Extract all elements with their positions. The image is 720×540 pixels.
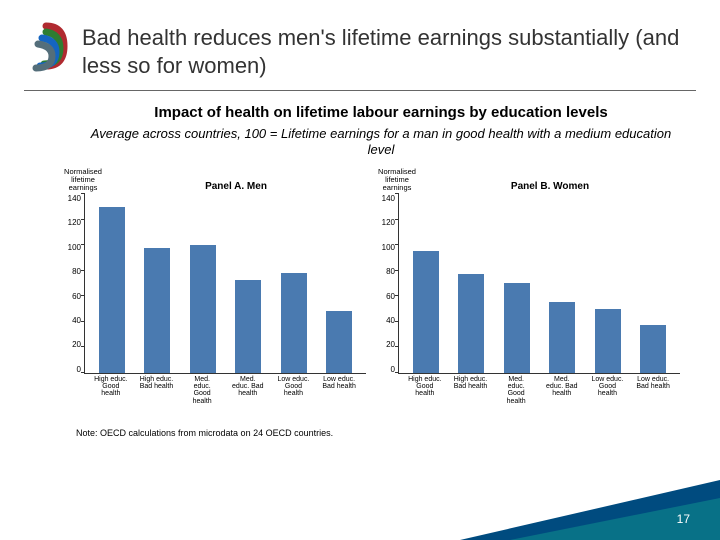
bar (549, 302, 575, 372)
x-axis: High educ. Good health High educ. Bad hea… (398, 374, 680, 405)
bar (458, 274, 484, 372)
bar (504, 283, 530, 372)
x-tick-label: Med. educ. Bad health (545, 376, 579, 405)
x-tick-label: Low educ. Good health (590, 376, 624, 405)
x-tick-label: High educ. Good health (94, 376, 128, 405)
y-tick-label: 60 (72, 292, 81, 301)
oecd-logo (24, 22, 70, 83)
y-tick-label: 140 (68, 194, 81, 203)
page-title: Bad health reduces men's lifetime earnin… (82, 24, 682, 79)
panel-a: Normalised lifetime earningsPanel A. Men… (60, 170, 366, 405)
bars-group (399, 194, 680, 373)
y-tick-label: 40 (72, 316, 81, 325)
panel-b: Normalised lifetime earningsPanel B. Wom… (374, 170, 680, 405)
horizontal-rule (24, 90, 696, 91)
bar (640, 325, 666, 372)
plot-area (84, 194, 366, 374)
subtitle-bold: Impact of health on lifetime labour earn… (76, 104, 686, 121)
y-tick-label: 100 (382, 243, 395, 252)
panel-title: Panel A. Men (106, 181, 366, 192)
y-tick-label: 20 (386, 340, 395, 349)
x-tick-label: Med. educ. Bad health (231, 376, 265, 405)
x-axis: High educ. Good health High educ. Bad hea… (84, 374, 366, 405)
bars-group (85, 194, 366, 373)
y-tick-label: 60 (386, 292, 395, 301)
bar (326, 311, 352, 372)
x-tick-label: High educ. Bad health (453, 376, 487, 405)
bar (595, 309, 621, 373)
x-tick-label: Low educ. Bad health (322, 376, 356, 405)
plot-area (398, 194, 680, 374)
y-axis-label: Normalised lifetime earnings (60, 168, 106, 192)
footnote: Note: OECD calculations from microdata o… (76, 428, 333, 438)
charts-row: Normalised lifetime earningsPanel A. Men… (60, 170, 680, 405)
page-number: 17 (677, 512, 690, 526)
y-tick-label: 80 (386, 267, 395, 276)
bar (144, 248, 170, 373)
title-block: Bad health reduces men's lifetime earnin… (82, 24, 682, 79)
subtitle-italic: Average across countries, 100 = Lifetime… (76, 126, 686, 157)
x-tick-label: Low educ. Good health (276, 376, 310, 405)
x-tick-label: Med. educ. Good health (185, 376, 219, 405)
y-tick-label: 20 (72, 340, 81, 349)
panel-title: Panel B. Women (420, 181, 680, 192)
bar (99, 207, 125, 373)
y-tick-label: 120 (68, 218, 81, 227)
slide: Bad health reduces men's lifetime earnin… (0, 0, 720, 540)
y-tick-label: 40 (386, 316, 395, 325)
x-tick-label: High educ. Good health (408, 376, 442, 405)
y-tick-label: 100 (68, 243, 81, 252)
y-tick-label: 80 (72, 267, 81, 276)
bar (413, 251, 439, 372)
y-tick-label: 120 (382, 218, 395, 227)
bar (235, 280, 261, 373)
x-tick-label: Low educ. Bad health (636, 376, 670, 405)
x-tick-label: High educ. Bad health (139, 376, 173, 405)
bar (190, 245, 216, 373)
x-tick-label: Med. educ. Good health (499, 376, 533, 405)
bar (281, 273, 307, 373)
y-axis-label: Normalised lifetime earnings (374, 168, 420, 192)
y-tick-label: 140 (382, 194, 395, 203)
